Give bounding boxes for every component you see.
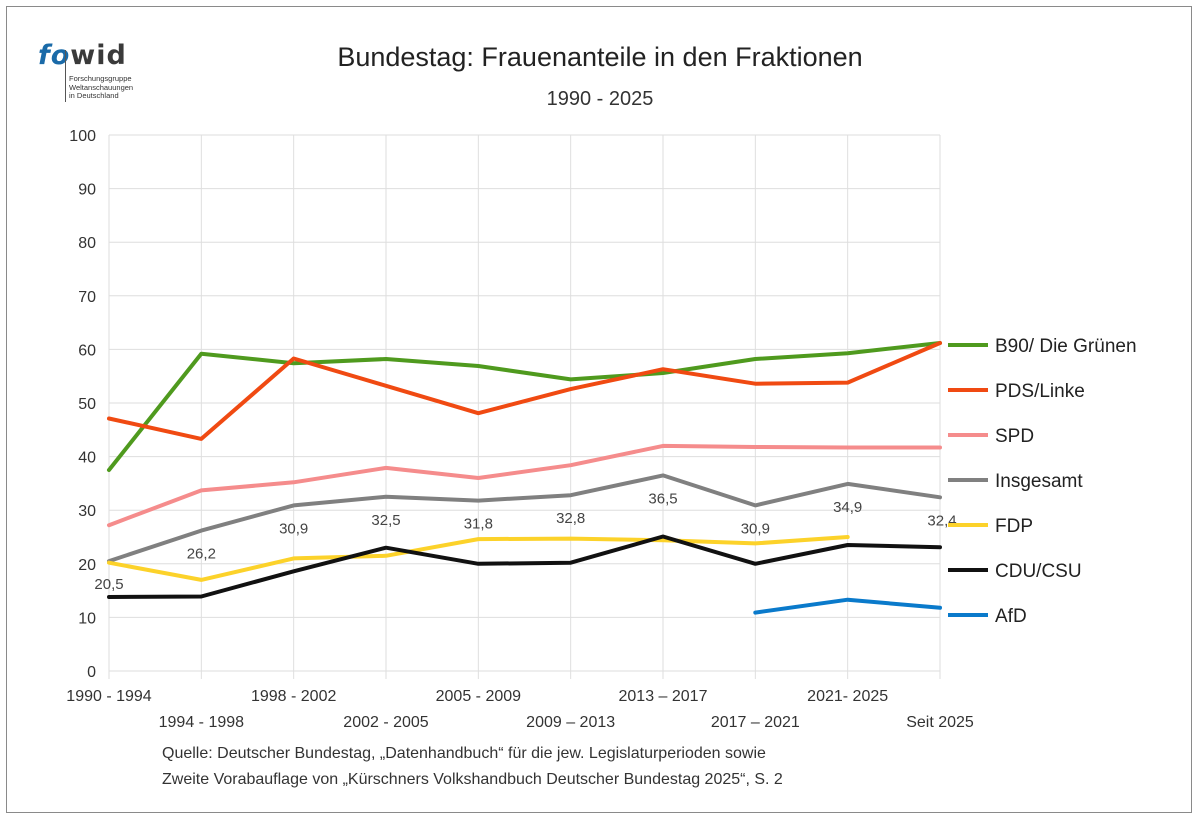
- logo-wordmark: fowid: [38, 40, 127, 71]
- data-label: 34,9: [833, 499, 862, 516]
- series-line-cdu-csu: [107, 534, 942, 599]
- y-tick-label: 100: [69, 128, 96, 145]
- series-line-fdp: [107, 535, 850, 582]
- source-line-2: Zweite Vorabauflage von „Kürschners Volk…: [162, 771, 783, 788]
- x-tick-label: 1998 - 2002: [251, 688, 337, 705]
- x-tick-label: 2009 – 2013: [526, 714, 615, 731]
- y-tick-label: 50: [78, 396, 96, 413]
- data-label: 32,8: [556, 510, 585, 527]
- y-tick-label: 80: [78, 235, 96, 252]
- legend-label: B90/ Die Grünen: [995, 336, 1137, 357]
- y-tick-label: 30: [78, 503, 96, 520]
- y-tick-label: 60: [78, 342, 96, 359]
- x-tick-label: 1990 - 1994: [66, 688, 152, 705]
- y-tick-label: 0: [87, 664, 96, 681]
- y-tick-label: 10: [78, 610, 96, 627]
- source-note: Quelle: Deutscher Bundestag, „Datenhandb…: [162, 741, 783, 793]
- data-label: 36,5: [648, 490, 677, 507]
- chart-frame: [6, 6, 1192, 813]
- data-label: 20,5: [94, 576, 123, 593]
- logo-divider: [65, 50, 66, 102]
- chart-subtitle: 1990 - 2025: [546, 88, 654, 110]
- y-tick-label: 40: [78, 450, 96, 467]
- x-tick-label: 2013 – 2017: [619, 688, 708, 705]
- source-line-1: Quelle: Deutscher Bundestag, „Datenhandb…: [162, 745, 766, 762]
- legend-label: CDU/CSU: [995, 561, 1082, 582]
- x-tick-label: 2005 - 2009: [436, 688, 522, 705]
- series-line-afd: [753, 597, 942, 615]
- series-line-pds-linke: [107, 341, 942, 441]
- fowid-logo: fowid Forschungsgruppe Weltanschauungen …: [38, 40, 158, 110]
- data-label: 32,5: [371, 512, 400, 529]
- series-line-spd: [107, 443, 942, 528]
- legend-label: FDP: [995, 516, 1033, 537]
- data-label: 31,8: [464, 516, 493, 533]
- legend-label: Insgesamt: [995, 471, 1083, 492]
- legend-label: AfD: [995, 606, 1027, 627]
- data-label: 26,2: [187, 546, 216, 563]
- x-tick-label: 2017 – 2021: [711, 714, 800, 731]
- series-line-b90-die-gr-nen: [107, 341, 942, 472]
- chart-title: Bundestag: Frauenanteile in den Fraktion…: [337, 42, 863, 72]
- data-label: 30,9: [279, 520, 308, 537]
- data-label: 30,9: [741, 520, 770, 537]
- y-tick-label: 70: [78, 289, 96, 306]
- legend-label: PDS/Linke: [995, 381, 1085, 402]
- x-tick-label: Seit 2025: [906, 714, 974, 731]
- y-tick-label: 90: [78, 182, 96, 199]
- legend-label: SPD: [995, 426, 1034, 447]
- logo-subtitle: Forschungsgruppe Weltanschauungen in Deu…: [69, 74, 134, 100]
- x-tick-label: 2021- 2025: [807, 688, 888, 705]
- series-line-insgesamt: [107, 473, 942, 564]
- y-tick-label: 20: [78, 557, 96, 574]
- x-tick-label: 2002 - 2005: [343, 714, 429, 731]
- x-tick-label: 1994 - 1998: [159, 714, 245, 731]
